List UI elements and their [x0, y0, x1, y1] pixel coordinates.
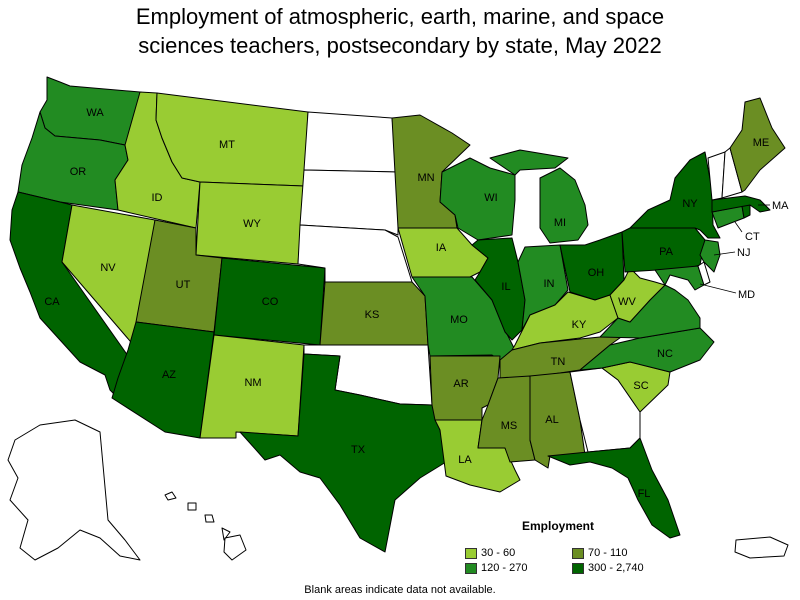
state-pr[interactable]: [734, 536, 789, 559]
state-de[interactable]: [697, 261, 711, 286]
label-co: CO: [262, 296, 279, 308]
legend-swatch: [572, 562, 584, 574]
label-mn: MN: [417, 172, 434, 184]
legend-item-30-60: 30 - 60: [465, 547, 515, 559]
label-la: LA: [458, 454, 472, 466]
title-line-1: Employment of atmospheric, earth, marine…: [135, 4, 665, 29]
label-mi: MI: [554, 217, 566, 229]
label-fl: FL: [638, 488, 651, 500]
legend-item-70-110: 70 - 110: [572, 547, 628, 559]
label-ks: KS: [365, 309, 380, 321]
label-ms: MS: [501, 420, 518, 432]
state-ma[interactable]: [711, 195, 771, 213]
label-me: ME: [753, 137, 770, 149]
label-mo: MO: [450, 314, 468, 326]
leader-line-nj: [713, 251, 736, 256]
legend-item-300-2740: 300 - 2,740: [572, 562, 644, 574]
state-nj[interactable]: [699, 239, 721, 273]
legend-title: Employment: [522, 519, 595, 533]
legend-label: 300 - 2,740: [588, 562, 644, 574]
state-ak[interactable]: [7, 419, 141, 561]
label-ar: AR: [453, 378, 468, 390]
label-md: MD: [738, 289, 755, 301]
label-al: AL: [545, 414, 558, 426]
state-nc[interactable]: [579, 327, 715, 373]
label-wi: WI: [484, 192, 497, 204]
state-wi[interactable]: [439, 157, 516, 241]
state-ar[interactable]: [429, 355, 501, 421]
legend-label: 70 - 110: [588, 547, 628, 559]
label-oh: OH: [588, 267, 605, 279]
label-il: IL: [501, 281, 510, 293]
label-nm: NM: [244, 377, 261, 389]
state-wv[interactable]: [609, 267, 666, 323]
label-pa: PA: [659, 246, 674, 258]
map-title: Employment of atmospheric, earth, marine…: [0, 2, 800, 60]
state-me[interactable]: [729, 97, 786, 193]
label-wy: WY: [243, 218, 261, 230]
label-az: AZ: [162, 369, 176, 381]
label-ky: KY: [572, 319, 587, 331]
label-in: IN: [544, 278, 555, 290]
state-sd[interactable]: [299, 169, 399, 236]
label-ut: UT: [176, 279, 191, 291]
leader-line-ct: [734, 221, 743, 233]
legend-swatch: [572, 547, 584, 559]
blank-areas-note: Blank areas indicate data not available.: [304, 584, 496, 596]
legend-swatch: [465, 547, 477, 559]
label-wv: WV: [618, 296, 636, 308]
label-sc: SC: [633, 380, 648, 392]
state-fl[interactable]: [547, 437, 681, 539]
label-mt: MT: [219, 139, 235, 151]
label-nc: NC: [657, 348, 673, 360]
label-tn: TN: [551, 356, 566, 368]
title-line-2: sciences teachers, postsecondary by stat…: [138, 33, 662, 58]
legend-label: 120 - 270: [481, 562, 528, 574]
state-ny[interactable]: [629, 151, 721, 239]
state-nd[interactable]: [303, 111, 399, 173]
leader-line-md: [699, 283, 737, 294]
state-ri[interactable]: [741, 204, 751, 219]
label-ct: CT: [745, 231, 760, 243]
legend-label: 30 - 60: [481, 547, 516, 559]
label-nj: NJ: [737, 247, 750, 259]
legend-item-120-270: 120 - 270: [465, 562, 527, 574]
label-or: OR: [70, 166, 87, 178]
label-ma: MA: [772, 200, 789, 212]
state-mi[interactable]: [489, 149, 589, 244]
label-ny: NY: [682, 198, 698, 210]
label-id: ID: [152, 192, 163, 204]
label-ca: CA: [44, 296, 60, 308]
label-nv: NV: [100, 262, 116, 274]
label-wa: WA: [86, 107, 104, 119]
state-tx[interactable]: [239, 353, 447, 553]
legend-swatch: [465, 562, 477, 574]
label-ia: IA: [436, 242, 447, 254]
state-ky[interactable]: [511, 291, 619, 351]
label-tx: TX: [351, 444, 366, 456]
state-hi[interactable]: [164, 491, 247, 561]
